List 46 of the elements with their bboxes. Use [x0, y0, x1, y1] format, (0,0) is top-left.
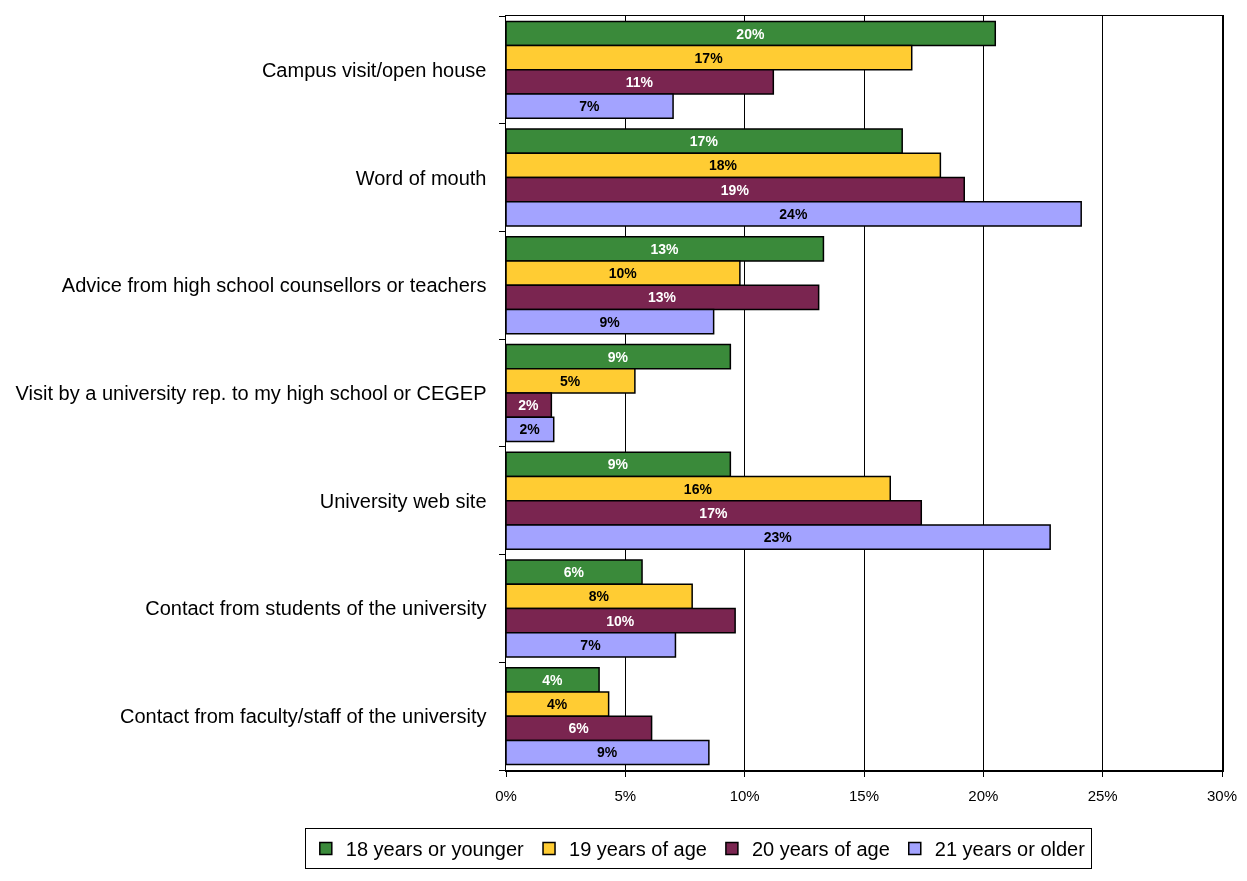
x-tick-label: 0% [495, 786, 517, 804]
y-tick-label: Advice from high school counsellors or teachers [61, 274, 487, 297]
data-label: 7% [579, 98, 600, 115]
data-label: 8% [588, 588, 610, 605]
data-label: 9% [607, 456, 629, 473]
data-label: 10% [608, 265, 638, 282]
legend-label: 20 years of age [751, 838, 890, 861]
data-label: 9% [597, 744, 618, 761]
data-label: 5% [560, 372, 581, 389]
legend-label: 21 years or older [934, 838, 1086, 861]
y-tick-label: Contact from students of the university [145, 597, 487, 620]
x-tick-label: 30% [1206, 786, 1238, 804]
data-label: 13% [650, 240, 679, 257]
data-label: 20% [736, 25, 765, 42]
data-label: 6% [563, 564, 585, 581]
x-tick-label: 20% [968, 786, 999, 804]
data-label: 4% [546, 696, 568, 713]
data-label: 11% [625, 73, 654, 90]
data-label: 17% [689, 133, 719, 150]
x-tick-label: 10% [729, 786, 760, 804]
data-label: 10% [606, 612, 635, 629]
data-label: 23% [763, 529, 793, 546]
data-label: 17% [699, 504, 728, 521]
data-label: 13% [648, 289, 677, 306]
legend-label: 18 years or younger [345, 838, 525, 861]
data-label: 9% [607, 348, 629, 365]
legend-label: 19 years of age [569, 838, 707, 861]
data-label: 2% [519, 421, 541, 438]
y-tick-label: Campus visit/open house [261, 58, 487, 81]
data-label: 16% [683, 480, 713, 497]
y-tick-label: Word of mouth [355, 166, 487, 189]
data-label: 18% [708, 157, 738, 174]
y-tick-label: Visit by a university rep. to my high school or CEGEP [15, 382, 487, 404]
y-tick-label: University web site [319, 489, 487, 512]
data-label: 9% [599, 313, 621, 330]
data-label: 17% [694, 49, 724, 66]
data-label: 4% [542, 671, 563, 688]
data-label: 2% [518, 397, 540, 414]
y-tick-label: Contact from faculty/staff of the university [120, 705, 487, 728]
data-label: 6% [568, 720, 590, 737]
data-label: 7% [580, 636, 602, 653]
x-tick-label: 25% [1087, 786, 1118, 804]
data-label: 19% [720, 181, 750, 198]
x-tick-label: 5% [614, 786, 637, 804]
data-label: 24% [779, 205, 808, 222]
x-tick-label: 15% [848, 786, 880, 804]
